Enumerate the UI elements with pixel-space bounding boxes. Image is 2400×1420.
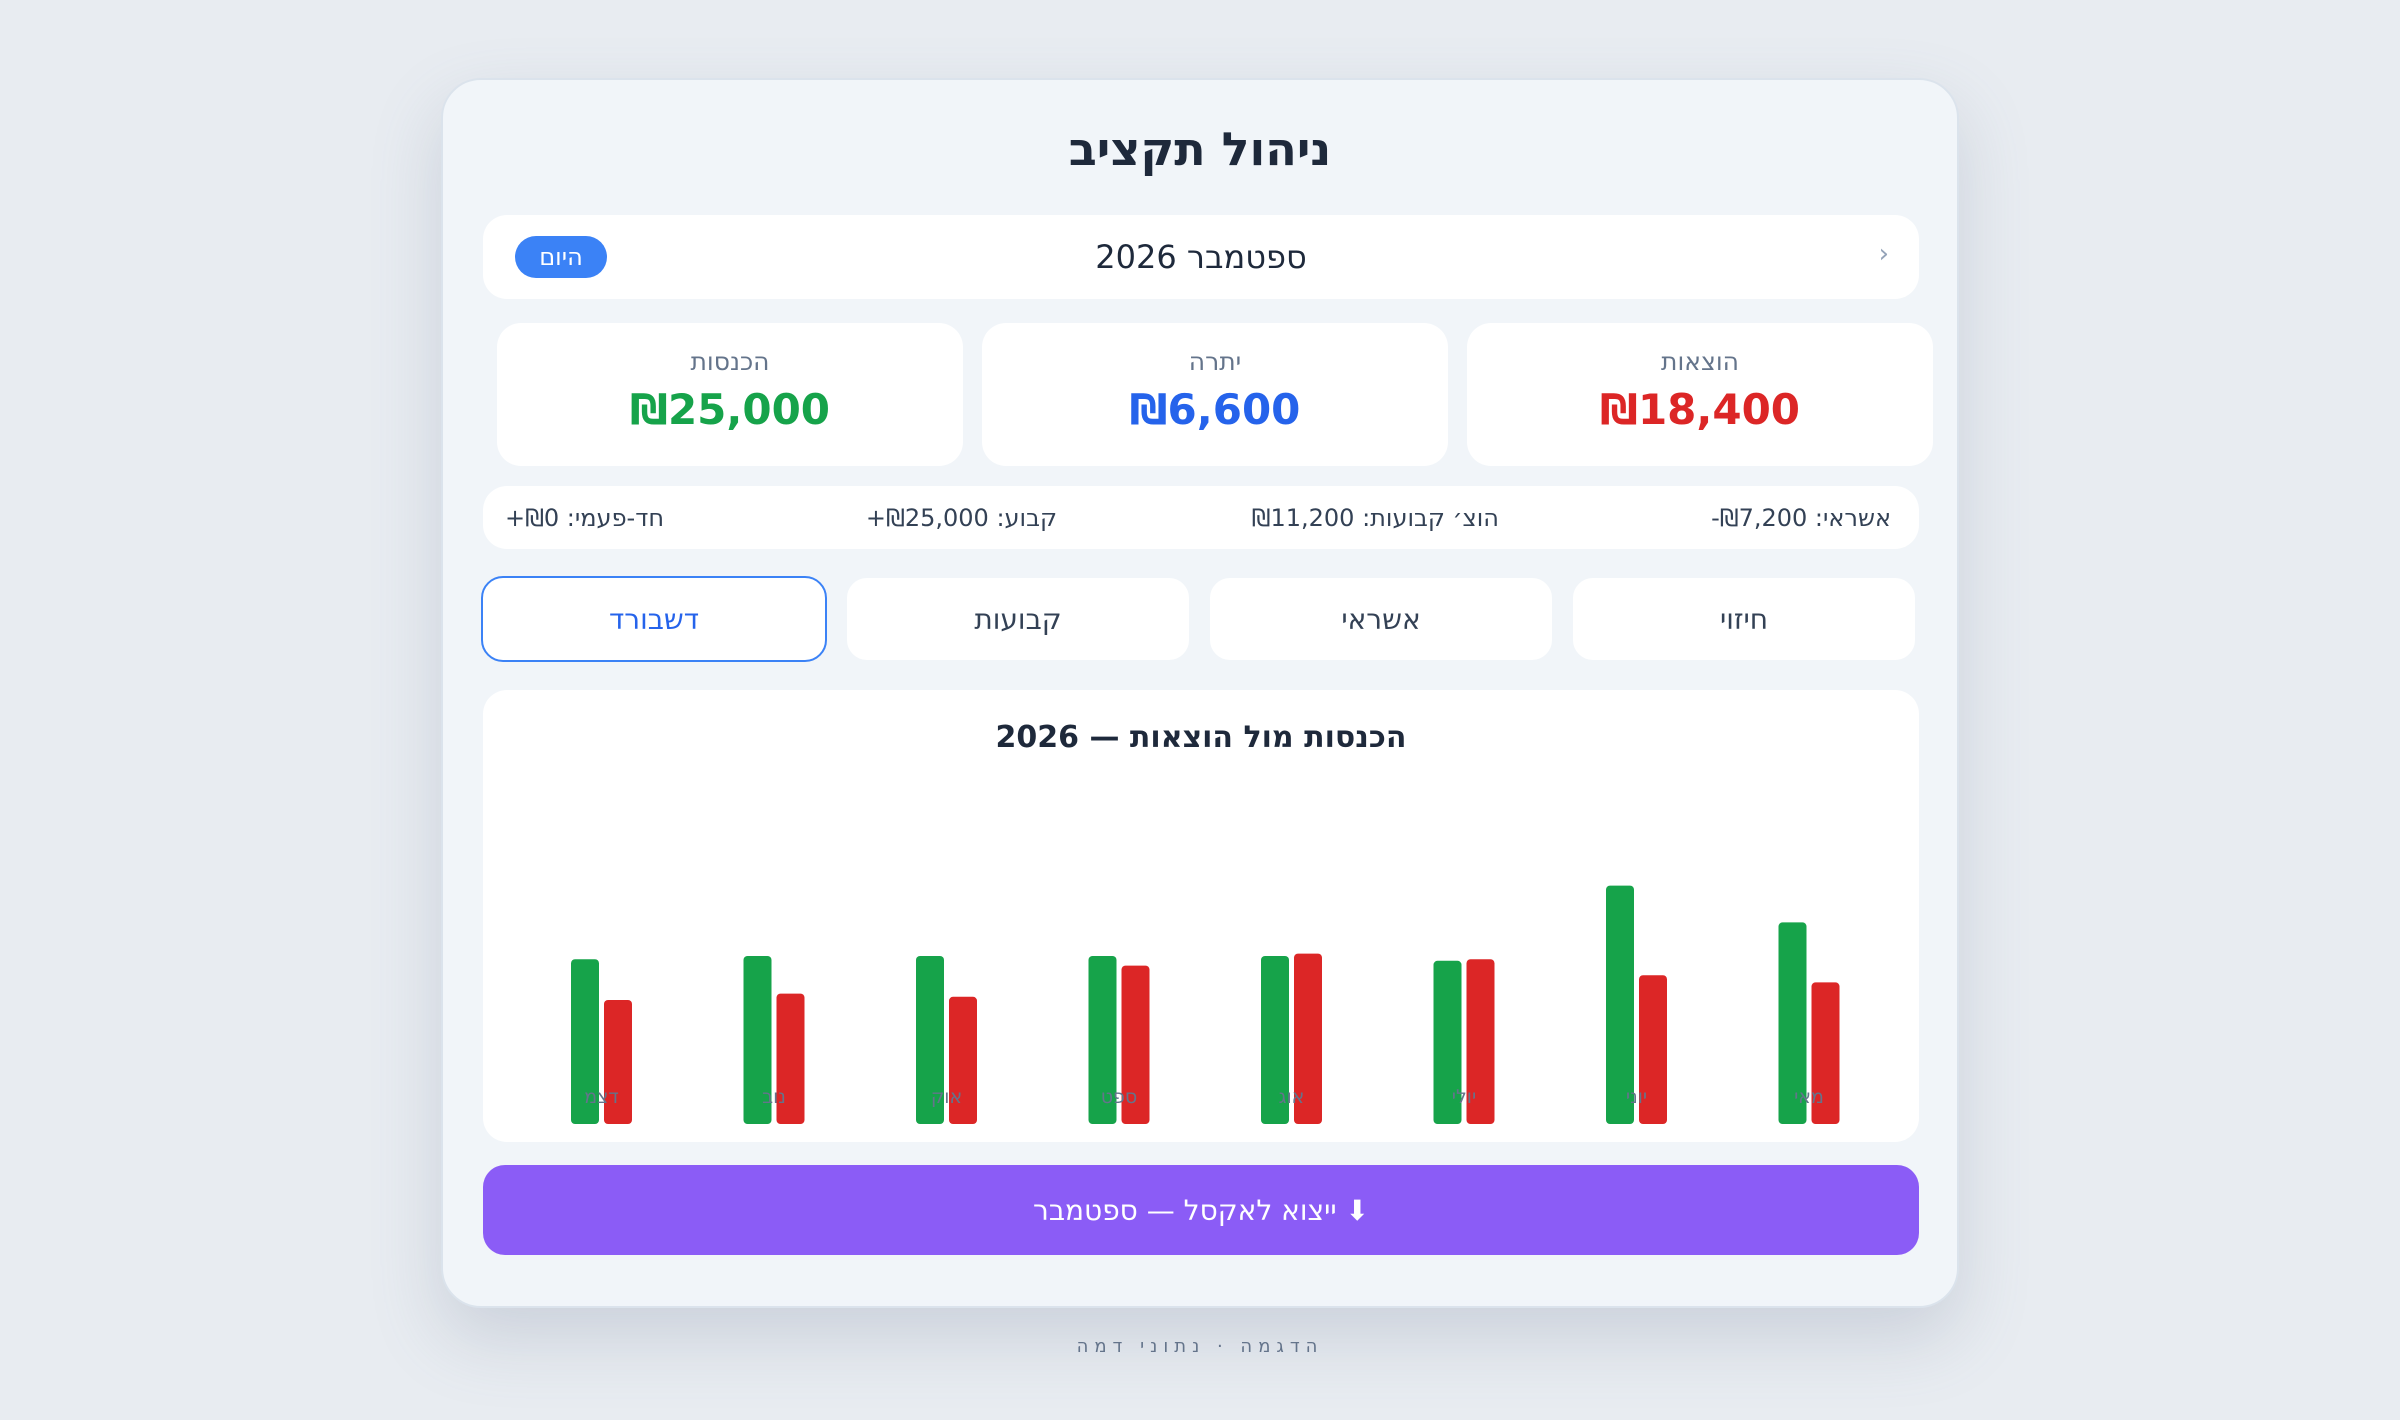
expense-bar-0: [1811, 982, 1840, 1124]
chart-title: הכנסות מול הוצאות — 2026: [995, 720, 1407, 755]
tab-dashboard[interactable]: דשבורד: [481, 576, 827, 662]
month-navigator: ‹ ספטמבר 2026 היום: [483, 215, 1919, 299]
expense-bar-4: [1121, 965, 1150, 1124]
chevron-left-icon[interactable]: ‹: [1878, 239, 1889, 269]
balance-label: יתרה: [1188, 347, 1242, 376]
expenses-label: הוצאות: [1661, 347, 1739, 376]
income-vs-expenses-chart: הכנסות מול הוצאות — 2026 מאי יוני יולי אוג ס…: [483, 690, 1919, 1142]
tab-forecast[interactable]: חיזוי: [1571, 576, 1917, 662]
expense-bar-3: [1294, 953, 1322, 1124]
current-month-label: ספטמבר 2026: [1095, 238, 1307, 276]
expense-bar-5: [949, 996, 977, 1124]
today-button[interactable]: היום: [515, 236, 607, 278]
budget-card: ניהול תקציב ‹ ספטמבר 2026 היום הוצאות ₪1…: [441, 78, 1959, 1308]
expenses-stat-card: הוצאות ₪18,400: [1467, 323, 1933, 466]
income-bar-4: [1088, 956, 1117, 1124]
expense-bar-7: [604, 1000, 632, 1124]
one-time-summary: חד-פעמי: ₪0+: [504, 503, 664, 532]
month-tick-label: נוב: [762, 1086, 786, 1108]
tab-fixed[interactable]: קבועות: [845, 576, 1191, 662]
balance-stat-card: יתרה ₪6,600: [982, 323, 1448, 466]
month-tick-label: אוק: [931, 1086, 962, 1108]
month-tick-label: יולי: [1452, 1086, 1476, 1108]
month-tick-label: ספט: [1101, 1086, 1138, 1108]
income-bar-2: [1433, 960, 1462, 1124]
balance-value: ₪6,600: [1129, 385, 1301, 434]
income-label: הכנסות: [690, 347, 770, 376]
income-bar-0: [1778, 922, 1807, 1124]
month-tick-label: דצמ: [584, 1086, 619, 1108]
page-title: ניהול תקציב: [1068, 122, 1332, 176]
income-bar-5: [916, 956, 944, 1124]
credit-summary: אשראי: ₪7,200-: [1711, 503, 1891, 532]
expense-bar-2: [1466, 959, 1495, 1124]
expense-bar-6: [776, 993, 805, 1124]
month-tick-label: אוג: [1279, 1086, 1305, 1108]
expense-bar-1: [1639, 975, 1667, 1124]
chart-canvas: מאי יוני יולי אוג ספט אוק נוב דצמ: [571, 885, 1840, 1124]
footer-note: הדגמה · נתוני דמה: [1076, 1336, 1324, 1357]
income-bar-1: [1606, 885, 1634, 1124]
month-tick-label: יוני: [1626, 1086, 1647, 1108]
income-stat-card: הכנסות ₪25,000: [497, 323, 963, 466]
income-bar-7: [571, 959, 599, 1124]
income-bar-3: [1261, 956, 1289, 1124]
export-excel-button[interactable]: ⬇ ייצוא לאקסל — ספטמבר: [483, 1165, 1919, 1255]
fixed-expenses-summary: הוצ׳ קבועות: ₪11,200: [1251, 503, 1499, 532]
tab-credit[interactable]: אשראי: [1208, 576, 1554, 662]
breakdown-bar: אשראי: ₪7,200- הוצ׳ קבועות: ₪11,200 קבוע…: [483, 486, 1919, 549]
income-bar-6: [743, 956, 772, 1124]
month-tick-label: מאי: [1794, 1086, 1824, 1108]
fixed-income-summary: קבוע: ₪25,000+: [865, 503, 1057, 532]
income-value: ₪25,000: [629, 385, 831, 434]
expenses-value: ₪18,400: [1599, 385, 1801, 434]
